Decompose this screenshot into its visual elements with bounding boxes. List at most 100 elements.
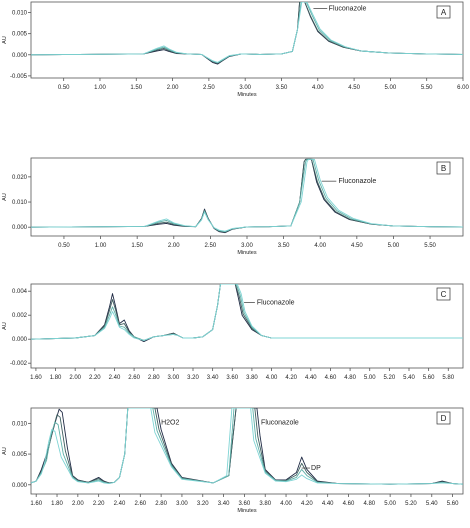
x-tick-label: 3.00 xyxy=(239,85,251,91)
series-line-3 xyxy=(31,408,463,485)
chart-panel-c: -0.002 0.000 0.002 0.004 1.60 1.80 2.00 2.20 2.4… xyxy=(2,283,464,381)
annotation-label: Fluconazole xyxy=(257,299,295,306)
x-tick-label: 4.40 xyxy=(305,375,317,381)
x-tick-label: 1.80 xyxy=(51,501,63,507)
y-tick-label: 0.010 xyxy=(12,11,28,17)
x-tick-label: 3.60 xyxy=(226,375,238,381)
series-line-1 xyxy=(31,284,463,343)
x-tick-label: 2.20 xyxy=(89,375,101,381)
x-tick-label: 1.50 xyxy=(130,85,142,91)
x-tick-label: 5.60 xyxy=(423,375,435,381)
x-tick-label: 3.20 xyxy=(197,501,209,507)
x-tick-label: 3.80 xyxy=(246,375,258,381)
x-tick-label: 4.50 xyxy=(351,243,363,249)
x-tick-label: 4.60 xyxy=(325,375,337,381)
x-tick-label: 3.50 xyxy=(276,85,288,91)
annotation-label: DP xyxy=(311,465,321,472)
x-tick-label: 3.50 xyxy=(278,243,290,249)
x-tick-label: 2.00 xyxy=(168,243,180,249)
y-tick-label: 0.010 xyxy=(12,200,28,206)
series-line-2 xyxy=(31,408,463,485)
y-axis-title: AU xyxy=(2,447,8,455)
series-line-4 xyxy=(31,2,463,63)
x-tick-label: 2.60 xyxy=(128,375,140,381)
x-tick-label: 5.00 xyxy=(388,243,400,249)
series-group xyxy=(31,408,463,485)
x-tick-label: 3.00 xyxy=(241,243,253,249)
x-axis-title: Minutes xyxy=(237,508,257,514)
series-line-4 xyxy=(31,284,463,341)
x-tick-label: 0.50 xyxy=(58,243,70,249)
y-tick-label: -0.002 xyxy=(10,361,28,367)
x-tick-label: 3.00 xyxy=(176,501,188,507)
series-line-1 xyxy=(31,2,463,65)
annotation-label: Fluconazole xyxy=(261,420,299,427)
x-tick-label: 1.00 xyxy=(94,85,106,91)
x-tick-label: 2.20 xyxy=(93,501,105,507)
y-tick-label: 0.020 xyxy=(12,175,28,181)
y-axis-title: AU xyxy=(2,193,8,201)
chart-panel-b: 0.000 0.010 0.020 0.50 1.00 1.50 2.00 2.50 3.00 3… xyxy=(2,157,464,256)
panel-label: A xyxy=(441,8,447,17)
x-tick-label: 4.00 xyxy=(280,501,292,507)
x-tick-label: 5.00 xyxy=(364,375,376,381)
plot-frame xyxy=(30,1,464,79)
series-line-4 xyxy=(31,408,463,485)
x-tick-label: 4.00 xyxy=(312,85,324,91)
plot-frame xyxy=(30,283,464,369)
x-tick-label: 4.00 xyxy=(266,375,278,381)
x-tick-label: 2.50 xyxy=(205,243,217,249)
y-tick-label: 0.010 xyxy=(12,421,28,427)
series-line-3 xyxy=(31,284,463,341)
x-tick-label: 2.00 xyxy=(72,501,84,507)
annotation-label: Fluconazole xyxy=(329,5,367,12)
x-tick-label: 5.40 xyxy=(403,375,415,381)
y-tick-label: 0.005 xyxy=(12,452,28,458)
x-axis-title: Minutes xyxy=(237,250,257,256)
chart-panel-d: 0.000 0.005 0.010 1.60 1.80 2.00 2.20 2.40 2.60 2… xyxy=(2,407,464,514)
x-tick-label: 1.80 xyxy=(50,375,62,381)
annotation-label: Fluconazole xyxy=(339,178,377,185)
x-tick-label: 4.20 xyxy=(301,501,313,507)
x-tick-label: 4.50 xyxy=(348,85,360,91)
series-line-1 xyxy=(31,408,463,485)
y-tick-label: 0.002 xyxy=(12,313,28,319)
x-tick-label: 4.60 xyxy=(343,501,355,507)
x-tick-label: 5.50 xyxy=(424,243,436,249)
plot-frame xyxy=(30,157,464,237)
x-tick-label: 5.40 xyxy=(426,501,438,507)
x-tick-label: 1.00 xyxy=(95,243,107,249)
panel-label-box xyxy=(436,161,451,175)
series-group xyxy=(31,2,463,65)
x-tick-label: 5.60 xyxy=(447,501,459,507)
x-tick-label: 5.50 xyxy=(421,85,433,91)
chart-panel-a: -0.005 0.000 0.005 0.010 0.50 1.00 1.50 2.00 2.5… xyxy=(2,1,469,98)
y-tick-label: 0.000 xyxy=(12,225,28,231)
series-group xyxy=(31,158,463,234)
x-tick-label: 4.40 xyxy=(322,501,334,507)
x-tick-label: 6.00 xyxy=(457,85,469,91)
y-tick-label: 0.000 xyxy=(12,337,28,343)
x-tick-label: 2.00 xyxy=(69,375,81,381)
series-group xyxy=(31,284,463,343)
x-tick-label: 5.00 xyxy=(385,85,397,91)
series-line-4 xyxy=(31,158,463,232)
y-tick-label: -0.005 xyxy=(10,74,28,80)
x-tick-label: 4.00 xyxy=(314,243,326,249)
x-tick-label: 2.80 xyxy=(155,501,167,507)
y-tick-label: 0.000 xyxy=(12,483,28,489)
x-tick-label: 2.40 xyxy=(114,501,126,507)
x-tick-label: 2.00 xyxy=(167,85,179,91)
x-tick-label: 1.60 xyxy=(30,375,42,381)
panel-label-box xyxy=(436,287,451,301)
x-tick-label: 3.80 xyxy=(259,501,271,507)
x-tick-label: 2.50 xyxy=(203,85,215,91)
x-tick-label: 2.80 xyxy=(148,375,160,381)
x-tick-label: 2.40 xyxy=(109,375,121,381)
x-tick-label: 4.20 xyxy=(285,375,297,381)
x-tick-label: 3.40 xyxy=(207,375,219,381)
x-tick-label: 5.80 xyxy=(442,375,454,381)
x-tick-label: 4.80 xyxy=(363,501,375,507)
panel-label: C xyxy=(441,290,447,299)
